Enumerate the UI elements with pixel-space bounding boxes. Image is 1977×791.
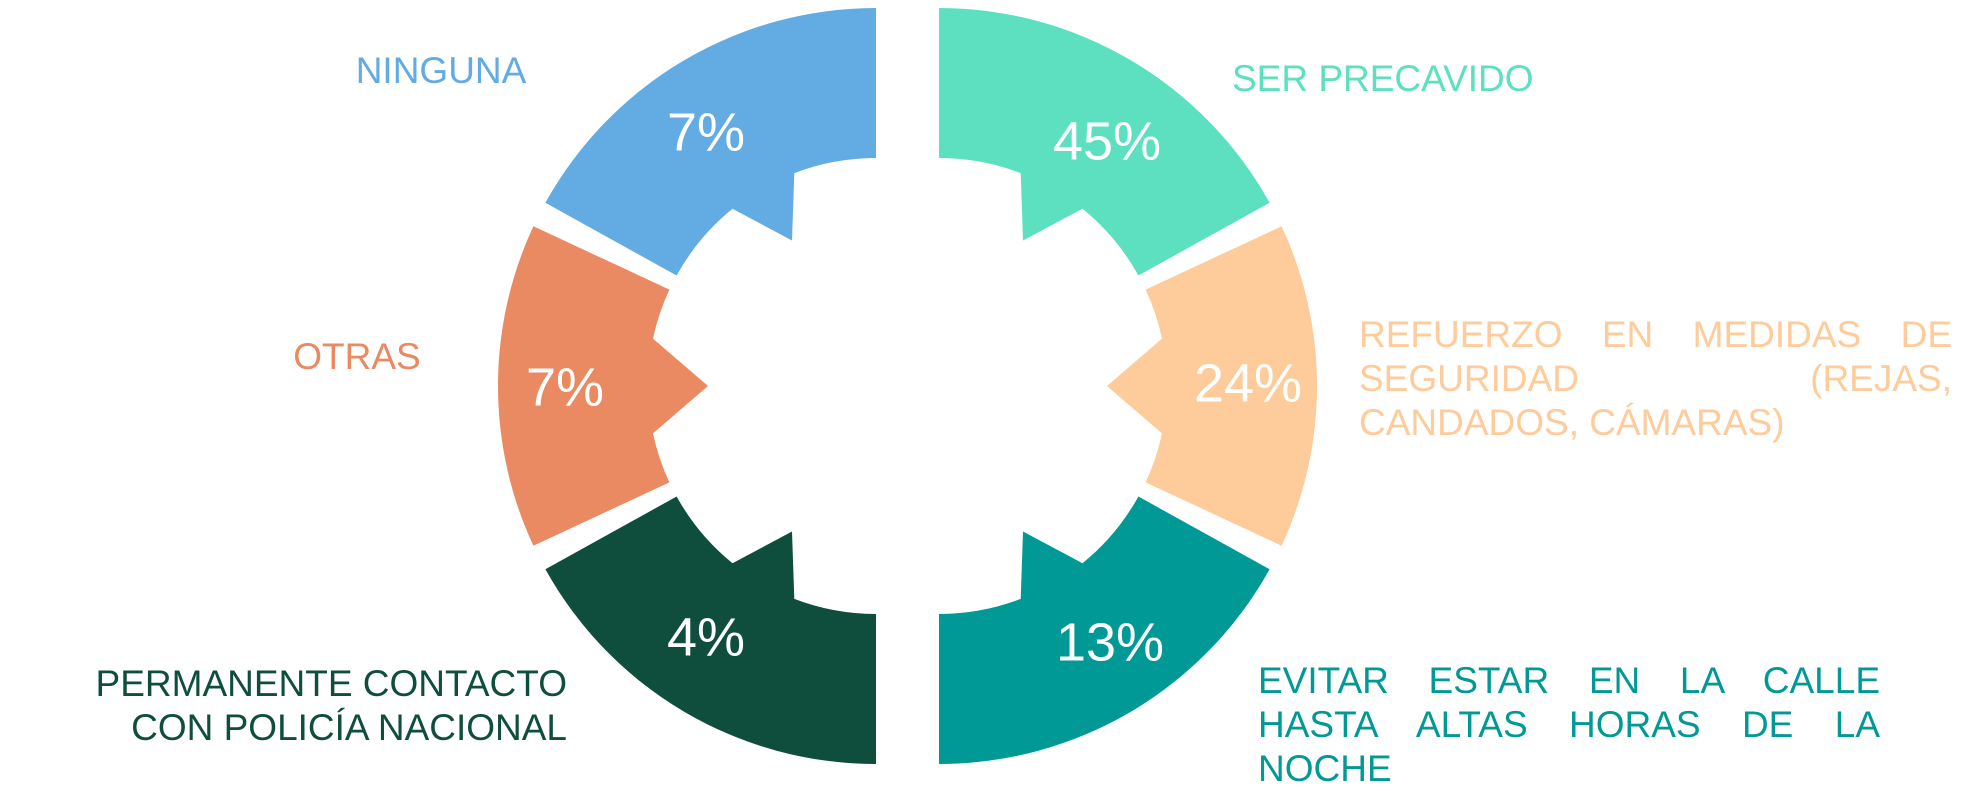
ring-segment	[498, 226, 708, 546]
segment-label: SER PRECAVIDO	[1232, 58, 1534, 99]
percent-label: 7%	[667, 102, 745, 162]
percent-label: 4%	[667, 607, 745, 667]
segment-label: OTRAS	[293, 336, 420, 377]
ring-segment	[1107, 226, 1317, 546]
segment-label: PERMANENTE CONTACTO CON POLICÍA NACIONAL	[95, 663, 567, 748]
segment-label: EVITAR ESTAR EN LA CALLE HASTA ALTAS HOR…	[1258, 660, 1880, 789]
ring-segment	[545, 8, 876, 276]
segment-label: NINGUNA	[356, 50, 527, 91]
percent-label: 13%	[1056, 612, 1164, 672]
infographic: 7% NINGUNA 7% OTRAS 4% 45% SER PRECAVIDO 24% 13%…	[95, 7, 1952, 789]
ring-segment	[545, 496, 876, 764]
percent-label: 7%	[526, 357, 604, 417]
ring-segment	[939, 496, 1270, 764]
segment-label: REFUERZO EN MEDIDAS DE SEGURIDAD (REJAS,…	[1359, 314, 1952, 443]
ring-segment	[939, 7, 1270, 276]
percent-label: 24%	[1194, 353, 1302, 413]
percent-label: 45%	[1053, 111, 1161, 171]
ring-diagram: 7% NINGUNA 7% OTRAS 4% 45% SER PRECAVIDO 24% 13%	[293, 7, 1534, 764]
